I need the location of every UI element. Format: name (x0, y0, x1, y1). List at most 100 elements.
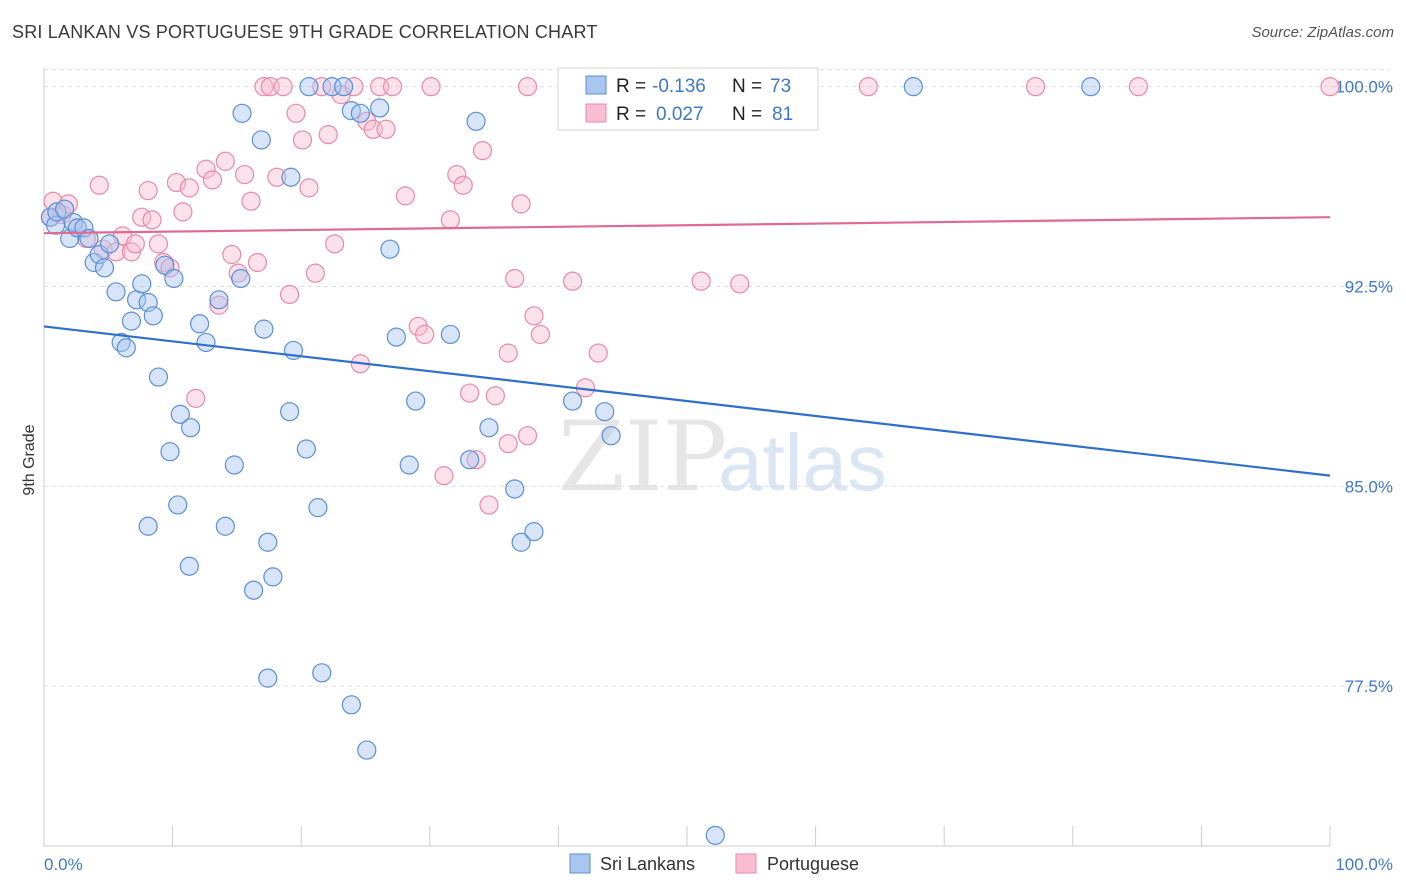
axes (43, 68, 1330, 847)
point-portuguese (447, 164, 467, 185)
point-sri-lankans (357, 740, 377, 760)
point-portuguese (89, 175, 109, 195)
point-sri-lankans (280, 402, 300, 422)
trendline-sri-lankans (43, 325, 1331, 477)
point-sri-lankans (258, 532, 278, 552)
point-portuguese (517, 77, 538, 97)
point-portuguese (138, 180, 158, 201)
point-portuguese (691, 271, 711, 291)
point-portuguese (299, 178, 319, 198)
y-tick-label: 77.5% (1345, 677, 1393, 696)
point-portuguese (382, 77, 403, 97)
point-portuguese (562, 271, 583, 291)
point-sri-lankans (308, 498, 328, 518)
point-sri-lankans (63, 212, 84, 233)
point-portuguese (202, 170, 223, 190)
point-sri-lankans (231, 268, 251, 289)
point-portuguese (142, 210, 162, 230)
point-sri-lankans (479, 418, 499, 438)
series-legend: Sri Lankans Portuguese (569, 853, 859, 874)
point-sri-lankans (466, 111, 486, 131)
y-tick-label: 100.0% (1335, 78, 1393, 97)
point-portuguese (267, 167, 287, 187)
point-sri-lankans (143, 306, 163, 326)
legend-swatch-sri-lankans (585, 75, 607, 95)
point-portuguese (148, 234, 169, 254)
point-portuguese (125, 234, 145, 254)
point-portuguese (460, 383, 480, 403)
point-sri-lankans (244, 580, 264, 600)
legend-n-value-2: 81 (772, 104, 793, 125)
point-sri-lankans (164, 268, 184, 289)
point-portuguese (530, 324, 550, 345)
point-sri-lankans (47, 202, 67, 222)
point-portuguese (58, 194, 79, 214)
point-sri-lankans (460, 450, 480, 470)
point-portuguese (305, 263, 325, 283)
point-portuguese (1025, 77, 1046, 97)
point-sri-lankans (595, 402, 615, 422)
point-sri-lankans (341, 695, 361, 715)
point-sri-lankans (181, 418, 201, 438)
point-sri-lankans (399, 455, 419, 475)
point-sri-lankans (148, 367, 169, 387)
point-portuguese (376, 119, 396, 139)
point-sri-lankans (322, 77, 342, 97)
point-sri-lankans (215, 516, 235, 536)
point-sri-lankans (406, 391, 426, 411)
point-portuguese (215, 151, 235, 171)
legend-r-label-2: R = (616, 104, 646, 125)
gridlines (43, 69, 1390, 846)
source-label: Source: ZipAtlas.com (1251, 24, 1394, 41)
point-portuguese (292, 130, 313, 150)
point-sri-lankans (121, 311, 142, 331)
x-tick-label-max: 100.0% (1335, 855, 1393, 874)
point-portuguese (160, 258, 180, 278)
point-sri-lankans (232, 103, 252, 123)
point-sri-lankans (196, 332, 216, 353)
point-portuguese (247, 252, 268, 273)
chart-title: SRI LANKAN VS PORTUGUESE 9TH GRADE CORRE… (12, 22, 598, 42)
x-tick-label-min: 0.0% (44, 855, 83, 874)
point-portuguese (43, 191, 63, 211)
point-sri-lankans (511, 532, 531, 552)
point-sri-lankans (370, 98, 390, 118)
point-portuguese (280, 284, 300, 305)
point-sri-lankans (209, 290, 229, 310)
point-sri-lankans (386, 327, 406, 347)
point-sri-lankans (562, 391, 583, 411)
point-sri-lankans (524, 522, 544, 542)
point-portuguese (511, 194, 531, 214)
watermark-atlas: atlas (718, 418, 887, 507)
point-sri-lankans (1081, 77, 1101, 97)
point-sri-lankans (263, 567, 283, 587)
point-portuguese (517, 426, 538, 446)
point-portuguese (498, 434, 518, 454)
trend-lines (43, 216, 1331, 477)
legend-r-label-1: R = (616, 76, 646, 97)
point-sri-lankans (54, 199, 75, 219)
point-sri-lankans (601, 426, 621, 446)
point-sri-lankans (160, 442, 180, 462)
point-sri-lankans (138, 516, 158, 536)
point-portuguese (453, 175, 473, 195)
point-sri-lankans (505, 479, 525, 499)
point-sri-lankans (903, 77, 923, 97)
tick-labels: 0.0% 100.0% 77.5% 85.0% 92.5% 100.0% (44, 78, 1393, 874)
point-sri-lankans (254, 319, 274, 339)
point-sri-lankans (380, 239, 400, 259)
trendline-portuguese (43, 216, 1331, 235)
point-sri-lankans (106, 282, 126, 302)
point-sri-lankans (299, 77, 319, 97)
point-portuguese (52, 204, 72, 225)
point-portuguese (505, 268, 525, 289)
y-tick-label: 92.5% (1345, 277, 1393, 296)
point-sri-lankans (281, 167, 301, 187)
point-sri-lankans (155, 255, 175, 275)
bottom-legend-label-sri-lankans: Sri Lankans (600, 854, 695, 874)
point-sri-lankans (705, 825, 725, 845)
point-sri-lankans (440, 324, 460, 345)
point-portuguese (357, 111, 377, 131)
point-portuguese (241, 191, 261, 211)
